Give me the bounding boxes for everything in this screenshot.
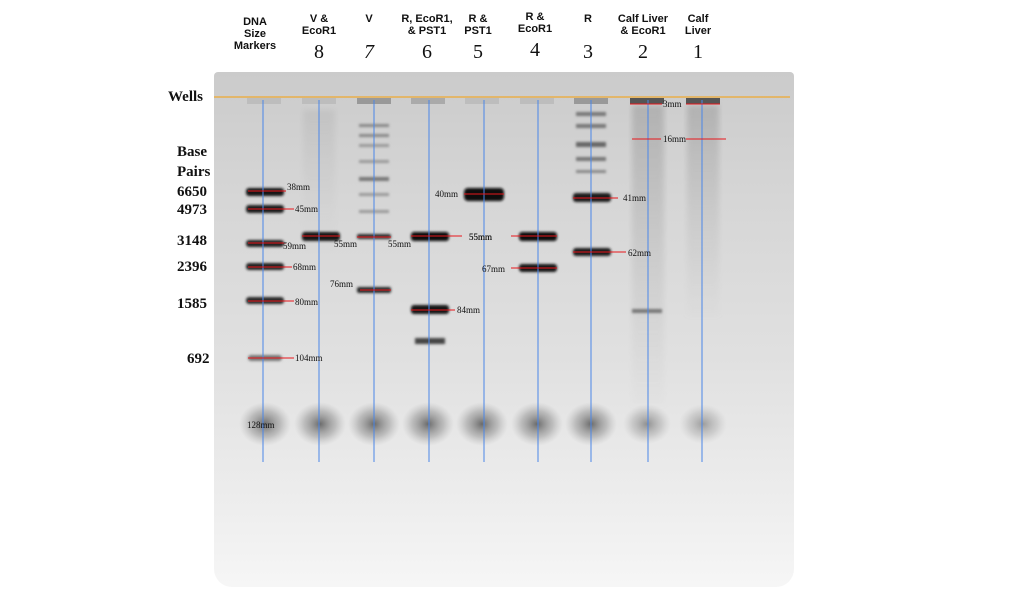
lane-number: 8	[314, 41, 324, 63]
faint-bands	[359, 112, 662, 344]
lane-number: 7	[364, 41, 374, 63]
bp-value: 692	[187, 351, 210, 367]
lane-header-5: R & PST1 5	[438, 13, 518, 63]
lane-title-line: Liver	[684, 25, 712, 37]
mm-label: 80mm	[295, 297, 318, 307]
well	[411, 98, 445, 104]
mm-label: 55mm	[469, 232, 492, 242]
mm-label: 67mm	[482, 264, 505, 274]
lane-header-6: R, EcoR1, & PST1 6	[387, 13, 467, 63]
mm-label: 76mm	[330, 279, 353, 289]
lane-title-line: Size	[243, 28, 266, 40]
smears	[303, 105, 719, 405]
dye-blob	[623, 404, 671, 444]
mm-label: 128mm	[247, 420, 275, 430]
lane-header-4: R & EcoR1 4	[495, 11, 575, 61]
lane-header-1: Calf Liver 1	[658, 13, 738, 63]
mm-label: 45mm	[295, 204, 318, 214]
mm-label: 55mm	[334, 239, 357, 249]
mm-label: 55mm	[469, 232, 492, 242]
lane-title-line: R	[584, 13, 592, 25]
lane-title-line: V	[365, 13, 373, 25]
mm-label: 40mm	[435, 189, 458, 199]
lane-header-7: V 7	[329, 13, 409, 63]
mm-label: 38mm	[287, 182, 310, 192]
faint-band	[632, 309, 662, 313]
lane-title-line: EcoR1	[301, 25, 337, 37]
bp-value: 1585	[177, 296, 207, 312]
lane-header-2: Calf Liver & EcoR1 2	[603, 13, 683, 63]
dye-blob	[679, 404, 727, 444]
mm-label: 59mm	[283, 241, 306, 251]
mm-label: 41mm	[623, 193, 646, 203]
well	[465, 98, 499, 104]
lane-title-line: Calf Liver	[617, 13, 669, 25]
lane-title-line: R &	[525, 11, 545, 23]
well	[630, 98, 664, 104]
dye-blob	[294, 402, 346, 446]
lane-title-line: PST1	[464, 25, 492, 37]
dye-blob	[239, 402, 291, 446]
well	[686, 98, 720, 104]
wells-label: Wells	[168, 89, 204, 105]
dye-front	[239, 402, 727, 446]
faint-band	[415, 338, 445, 344]
mm-label: 55mm	[388, 239, 411, 249]
lane-number: 1	[693, 41, 703, 63]
mm-label: 104mm	[295, 353, 323, 363]
lane-title-line: & PST1	[407, 25, 447, 37]
lane-title-line: DNA	[243, 16, 267, 28]
bp-value: 4973	[177, 202, 207, 218]
smear	[687, 105, 719, 315]
bp-value: 3148	[177, 233, 207, 249]
lane-number: 4	[530, 39, 540, 61]
lane-number: 5	[473, 41, 483, 63]
dye-blob	[456, 402, 508, 446]
base-pairs-label-line: Pairs	[177, 164, 211, 180]
mm-label: 3mm	[663, 99, 682, 109]
measure-lines	[248, 103, 726, 359]
base-pairs-label-line: Base	[177, 144, 207, 160]
mm-label: 68mm	[293, 262, 316, 272]
lane-header-3: R 3	[548, 13, 628, 63]
mm-label: 16mm	[663, 134, 686, 144]
lane-title-line: V &	[309, 13, 329, 25]
lane-number: 3	[583, 41, 593, 63]
lane-title-line: & EcoR1	[620, 25, 666, 37]
mm-labels: 38mm 45mm 59mm 68mm 80mm 104mm 128mm 55m…	[247, 99, 686, 430]
well	[247, 98, 281, 104]
lane-title-line: Calf	[687, 13, 709, 25]
lane-title-line: EcoR1	[517, 23, 553, 35]
mm-label: 62mm	[628, 248, 651, 258]
lane-header-marker: DNA Size Markers	[215, 16, 295, 52]
lane-lines	[262, 100, 703, 462]
lane-title-line: Markers	[233, 40, 277, 52]
well	[520, 98, 554, 104]
lane-number: 2	[638, 41, 648, 63]
lane-title-line: R &	[468, 13, 488, 25]
bp-value: 6650	[177, 184, 207, 200]
lane-number: 6	[422, 41, 432, 63]
lane-header-8: V & EcoR1 8	[279, 13, 359, 63]
bp-value: 2396	[177, 259, 207, 275]
dna-band	[246, 188, 284, 196]
dye-blob	[402, 402, 454, 446]
lane-title-line: R, EcoR1,	[401, 13, 453, 25]
dye-blob	[511, 402, 563, 446]
mm-label: 84mm	[457, 305, 480, 315]
